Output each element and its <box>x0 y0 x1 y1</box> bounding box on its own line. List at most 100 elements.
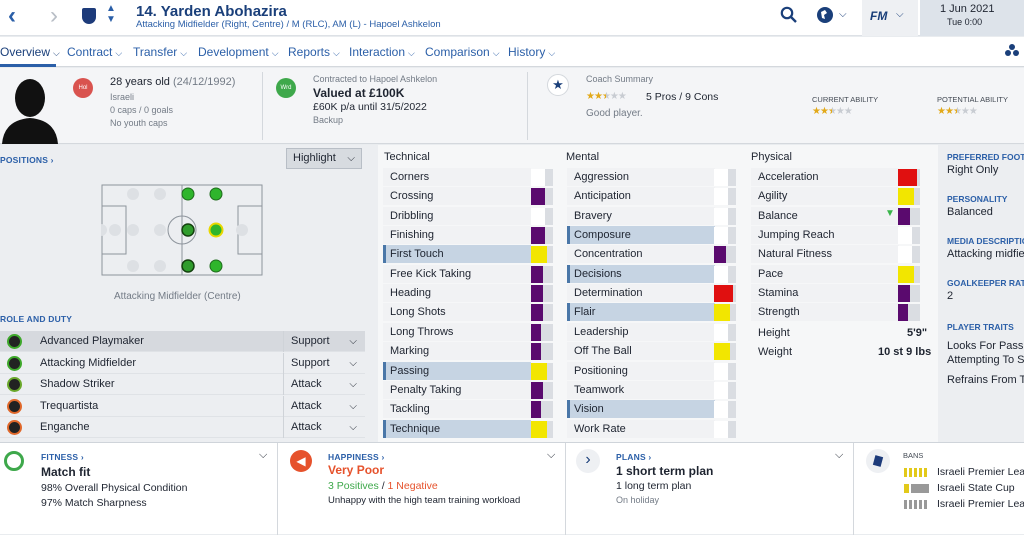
role-row[interactable]: Enganche Attack ⌵ <box>0 417 365 438</box>
attribute-bar <box>898 188 914 206</box>
attribute-row: Penalty Taking <box>383 380 531 399</box>
plans-label[interactable]: PLANS › <box>616 452 652 462</box>
attribute-row: Acceleration <box>751 168 899 186</box>
fitness-icon <box>4 451 24 471</box>
player-value: Valued at £100K <box>313 86 405 100</box>
attribute-bar <box>898 227 912 245</box>
duty-dropdown[interactable]: Attack ⌵ <box>283 395 365 417</box>
technical-title: Technical <box>384 151 430 163</box>
role-icon <box>7 334 22 349</box>
player-trait: Attempting To Score <box>947 354 1024 366</box>
fm-menu[interactable]: FM ⌵ <box>862 0 918 36</box>
search-icon[interactable] <box>780 6 798 29</box>
tab-transfer[interactable]: Transfer ⌵ <box>133 45 188 59</box>
chevron-down-icon: ⌵ <box>349 379 357 390</box>
coach-summary-title: Coach Summary <box>586 74 654 84</box>
goalkeeper-rating-value: 2 <box>947 290 954 302</box>
attribute-name: Long Throws <box>390 325 454 338</box>
chevron-down-icon[interactable]: ⌵ <box>259 449 268 461</box>
attribute-row: Decisions <box>567 264 715 283</box>
duty-label: Attack <box>291 399 322 412</box>
tab-reports[interactable]: Reports ⌵ <box>288 45 340 59</box>
tab-comparison[interactable]: Comparison ⌵ <box>425 45 500 59</box>
duty-dropdown[interactable]: Support ⌵ <box>283 331 365 352</box>
bans-label: BANS <box>903 451 924 460</box>
attribute-bar <box>714 401 728 419</box>
chevron-down-icon[interactable]: ⌵ <box>547 449 556 461</box>
attribute-name: Decisions <box>574 267 622 280</box>
player-youth-caps: No youth caps <box>110 118 168 128</box>
attribute-row: Strength <box>751 303 899 322</box>
attribute-name: Leadership <box>574 325 629 338</box>
plans-icon: › <box>576 449 600 473</box>
player-trait: Looks For Pass Rather <box>947 340 1024 352</box>
duty-dropdown[interactable]: Support ⌵ <box>283 352 365 374</box>
tab-overview[interactable]: Overview ⌵ <box>0 45 60 59</box>
star-icon: ★ <box>547 74 569 96</box>
attribute-row: Agility <box>751 187 899 206</box>
positions-header[interactable]: POSITIONS › <box>0 155 54 165</box>
attribute-bar <box>714 381 728 399</box>
attribute-name: Technique <box>390 422 441 435</box>
attribute-row: Teamwork <box>567 380 715 399</box>
date-display[interactable]: 1 Jun 2021 Tue 0:00 <box>920 0 1024 36</box>
attribute-name: Corners <box>390 171 430 183</box>
fm-label: FM <box>870 9 888 23</box>
attribute-bar <box>531 169 545 186</box>
attribute-bar <box>531 381 543 399</box>
attribute-bar <box>531 304 543 322</box>
pitch <box>95 184 263 276</box>
tab-history[interactable]: History ⌵ <box>508 45 556 59</box>
forward-icon[interactable]: › <box>50 2 58 29</box>
role-row[interactable]: Advanced Playmaker Support ⌵ <box>0 331 365 352</box>
potential-ability-label: POTENTIAL ABILITY <box>937 95 1008 104</box>
divider <box>565 443 566 535</box>
attribute-name: Marking <box>390 345 430 358</box>
role-row[interactable]: Trequartista Attack ⌵ <box>0 395 365 417</box>
player-switch-icon[interactable]: ▲ ▼ <box>106 3 116 25</box>
tab-interaction[interactable]: Interaction ⌵ <box>349 45 415 59</box>
player-trait: Refrains From Taking <box>947 374 1024 386</box>
fm-chevron-icon: ⌵ <box>896 9 904 20</box>
attribute-bar <box>714 323 728 341</box>
physical-condition: 98% Overall Physical Condition <box>41 482 188 494</box>
role-row[interactable]: Shadow Striker Attack ⌵ <box>0 374 365 395</box>
tab-contract[interactable]: Contract ⌵ <box>67 45 123 59</box>
status-bar: FITNESS › ⌵ Match fit 98% Overall Physic… <box>0 442 1024 535</box>
attribute-row: Anticipation <box>567 187 715 206</box>
happiness-icon: ◀ <box>290 450 312 472</box>
duty-dropdown[interactable]: Attack ⌵ <box>283 374 365 395</box>
coach-pros-cons: 5 Pros / 9 Cons <box>646 91 719 103</box>
chevron-down-icon: ⌵ <box>349 336 357 347</box>
role-icon <box>7 420 22 435</box>
squad-status: Backup <box>313 115 344 125</box>
tab-underline <box>0 64 56 67</box>
squad-icon[interactable] <box>1004 43 1020 64</box>
attribute-row: Stamina <box>751 284 899 303</box>
attribute-row: Long Shots <box>383 303 531 322</box>
attribute-bar <box>714 420 728 438</box>
fitness-label[interactable]: FITNESS › <box>41 452 84 462</box>
back-icon[interactable]: ‹ <box>8 2 16 29</box>
chevron-down-icon[interactable]: ⌵ <box>839 9 847 20</box>
tab-development[interactable]: Development ⌵ <box>198 45 279 59</box>
happiness-label[interactable]: HAPPINESS › <box>328 452 385 462</box>
attribute-bar <box>714 227 728 245</box>
chevron-down-icon[interactable]: ⌵ <box>835 449 844 461</box>
attribute-row: Concentration <box>567 245 715 264</box>
chevron-down-icon: ⌵ <box>349 400 357 412</box>
physical-title: Physical <box>751 151 792 163</box>
attribute-row: Bravery <box>567 206 715 225</box>
role-icon <box>7 398 22 414</box>
duty-label: Attack <box>291 378 322 390</box>
attribute-name: Finishing <box>390 229 435 242</box>
globe-icon[interactable] <box>816 6 834 29</box>
attribute-row: Off The Ball <box>567 342 715 361</box>
attribute-name: Off The Ball <box>574 345 632 358</box>
attribute-bar <box>714 362 728 380</box>
attribute-name: Teamwork <box>574 383 625 396</box>
highlight-dropdown[interactable]: Highlight ⌵ <box>286 148 362 169</box>
attribute-bar <box>714 343 730 361</box>
role-row[interactable]: Attacking Midfielder Support ⌵ <box>0 352 365 374</box>
duty-dropdown[interactable]: Attack ⌵ <box>283 417 365 438</box>
